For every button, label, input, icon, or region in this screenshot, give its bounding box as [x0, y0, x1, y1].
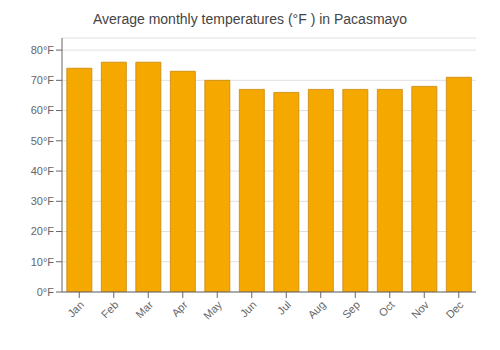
svg-text:Jul: Jul — [275, 298, 293, 316]
svg-text:0°F: 0°F — [37, 286, 55, 298]
svg-text:Sep: Sep — [340, 298, 362, 320]
svg-text:10°F: 10°F — [31, 256, 55, 268]
svg-text:Jan: Jan — [65, 298, 86, 319]
svg-text:30°F: 30°F — [31, 195, 55, 207]
svg-text:70°F: 70°F — [31, 74, 55, 86]
svg-text:Nov: Nov — [409, 298, 432, 321]
svg-text:Dec: Dec — [443, 298, 466, 321]
svg-text:40°F: 40°F — [31, 165, 55, 177]
svg-text:May: May — [201, 298, 225, 322]
svg-text:Oct: Oct — [376, 298, 397, 319]
svg-text:Aug: Aug — [305, 298, 327, 320]
svg-text:Jun: Jun — [238, 298, 259, 319]
svg-text:60°F: 60°F — [31, 104, 55, 116]
svg-text:Apr: Apr — [169, 298, 190, 319]
html-text:Average monthly temperatures (: Average monthly temperatures (°F ) in Pa… — [92, 11, 408, 27]
svg-text:Mar: Mar — [133, 298, 155, 320]
svg-text:50°F: 50°F — [31, 135, 55, 147]
svg-text:80°F: 80°F — [31, 44, 55, 56]
svg-text:Feb: Feb — [99, 298, 121, 320]
svg-text:20°F: 20°F — [31, 225, 55, 237]
